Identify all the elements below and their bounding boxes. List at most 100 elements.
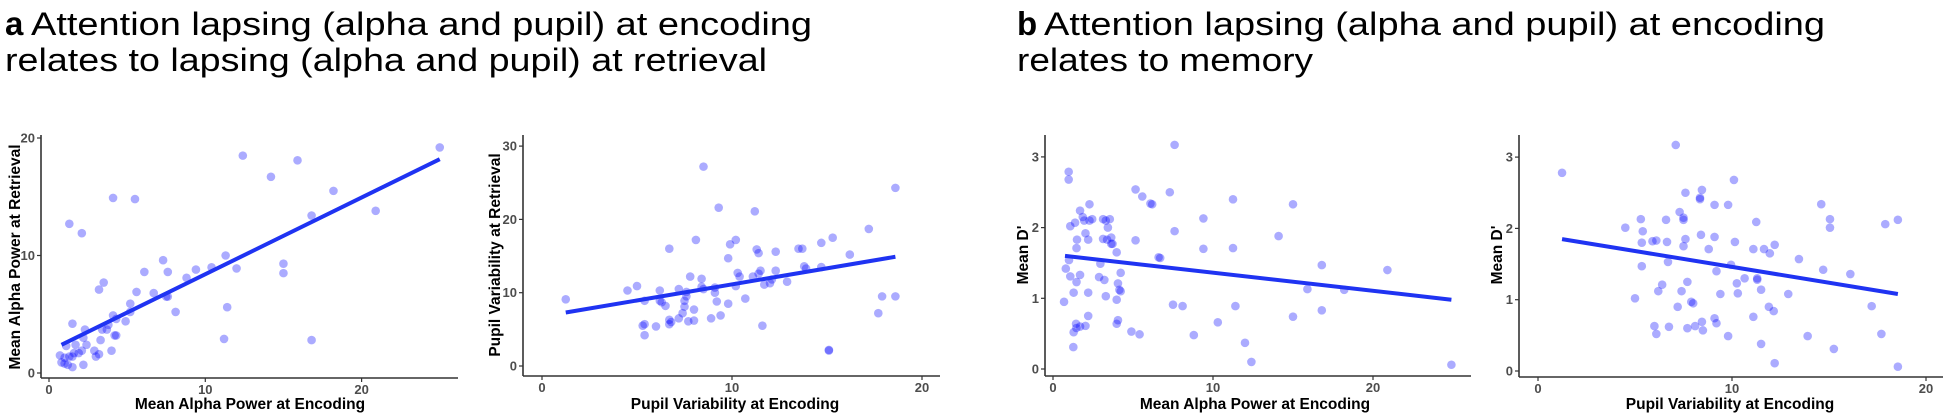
data-point [782, 277, 792, 287]
data-point [108, 193, 118, 203]
data-point [77, 228, 87, 238]
x-tick-label: 0 [538, 380, 545, 395]
data-point [1729, 175, 1739, 185]
data-point [1168, 300, 1178, 309]
data-point [1648, 236, 1657, 246]
data-point [1247, 357, 1256, 367]
data-point [678, 308, 687, 318]
data-point [1752, 275, 1762, 285]
data-point [1637, 238, 1647, 247]
data-point [655, 286, 665, 295]
data-point [1070, 218, 1080, 227]
data-point [1697, 317, 1707, 327]
data-point [1189, 330, 1199, 340]
data-point [1113, 315, 1123, 325]
data-point [1071, 319, 1081, 329]
data-point [1079, 216, 1089, 225]
data-point [684, 316, 693, 326]
data-point [1733, 288, 1743, 298]
data-point [77, 346, 87, 355]
data-point [699, 162, 708, 171]
data-point [1113, 279, 1123, 288]
data-point [68, 319, 77, 328]
data-point [1317, 306, 1327, 315]
data-point [1681, 234, 1690, 244]
data-point [1065, 272, 1075, 281]
data-point [238, 151, 248, 160]
x-tick-label: 20 [1366, 380, 1380, 395]
data-point [65, 219, 74, 229]
data-point [697, 274, 706, 284]
data-point [1170, 226, 1179, 236]
data-point [1683, 323, 1692, 333]
data-point [1770, 358, 1779, 368]
data-point [1137, 192, 1147, 201]
data-point [1880, 219, 1890, 229]
plot-a2: 0 10 20 0 10 20 30 [503, 135, 940, 395]
data-point [1783, 289, 1793, 299]
data-point [756, 266, 765, 276]
data-point [1064, 175, 1073, 184]
data-point [877, 292, 887, 301]
panel-a-title: a Attention lapsing (alpha and pupil) at… [5, 5, 812, 78]
y-tick-label: 10 [503, 285, 517, 300]
plot-a2-x-axis-title: Pupil Variability at Encoding [631, 396, 839, 413]
data-point [1690, 321, 1700, 331]
data-point [798, 244, 807, 254]
data-point [1723, 200, 1733, 210]
data-point [222, 302, 232, 312]
data-point [824, 345, 834, 355]
data-point [1083, 288, 1093, 297]
data-point [1178, 301, 1187, 311]
data-point [1663, 257, 1673, 267]
data-point [1630, 293, 1640, 303]
data-point [1101, 216, 1111, 225]
data-point [1710, 313, 1719, 323]
data-point [828, 233, 837, 243]
data-point [1288, 312, 1298, 321]
data-point [1637, 261, 1647, 271]
plot-a1-x-axis-title: Mean Alpha Power at Encoding [135, 396, 365, 413]
data-point [1867, 301, 1876, 311]
data-point [723, 299, 733, 308]
data-point [1383, 265, 1392, 275]
data-point [1072, 323, 1081, 333]
data-point [623, 286, 632, 295]
data-point [1083, 311, 1093, 321]
data-point [1103, 223, 1113, 232]
y-tick-label: 1 [1506, 292, 1513, 307]
data-point [1756, 339, 1766, 349]
data-point [1696, 230, 1706, 240]
data-point [714, 203, 723, 212]
data-point [1732, 279, 1742, 288]
data-point [665, 319, 674, 329]
regression-line [1561, 237, 1899, 296]
data-point [1653, 286, 1663, 296]
plot-b2-x-axis-title: Pupil Variability at Encoding [1626, 396, 1834, 413]
data-point [1730, 237, 1740, 247]
data-point [799, 262, 809, 271]
data-point [1072, 277, 1081, 287]
data-point [1094, 272, 1104, 282]
data-point [723, 253, 733, 263]
data-point [69, 348, 79, 358]
data-point [824, 346, 834, 355]
data-point [82, 340, 91, 350]
data-point [1115, 285, 1124, 295]
data-point [1288, 199, 1298, 209]
data-point [1075, 270, 1085, 280]
data-point [96, 335, 105, 345]
data-point [674, 314, 684, 323]
y-tick-label: 2 [1506, 221, 1513, 236]
data-point [65, 352, 74, 361]
plot-b1-x-axis-title: Mean Alpha Power at Encoding [1140, 396, 1370, 413]
data-point [661, 301, 670, 311]
data-point [640, 319, 649, 329]
y-tick-label: 2 [1032, 220, 1039, 235]
data-point [1683, 277, 1692, 287]
data-point [1740, 274, 1749, 283]
data-point [1697, 185, 1707, 195]
x-tick-label: 0 [1534, 381, 1541, 396]
data-point [1661, 215, 1671, 225]
